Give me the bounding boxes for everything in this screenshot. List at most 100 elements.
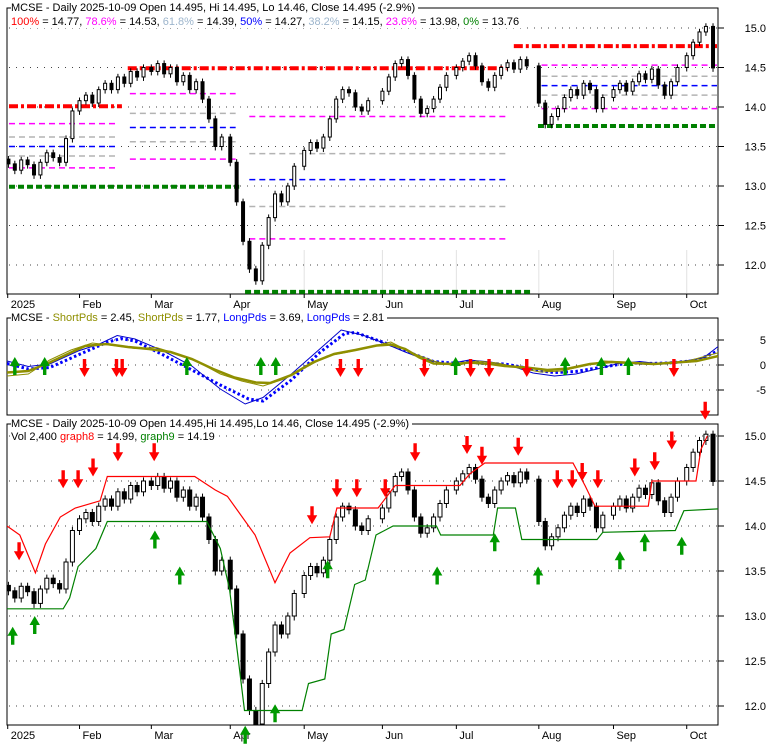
buy-arrow-icon [239,725,251,744]
buy-arrow-icon [29,616,40,634]
buy-arrow-icon [450,357,461,375]
buy-arrow-icon [322,560,333,579]
legend-segment: ShortPds [137,312,184,324]
legend-segment: 61.8% [162,16,194,28]
legend-segment: 23.6% [385,16,417,28]
panel1-fib-legend: 100% = 14.77, 78.6% = 14.53, 61.8% = 14.… [11,16,523,28]
legend-segment: ShortPds [52,312,98,324]
x-axis-label: May [307,299,328,311]
buy-arrow-icon [149,530,161,549]
panel3-x-axis: 2025 Feb Mar Apr May Jun Jul Aug Sep Oct [7,725,707,742]
sell-arrow-icon [335,359,346,377]
panel1-frame-and-axes: 15.0 14.5 14.0 13.5 13.0 12.5 12.0 [6,7,766,295]
sell-arrow-icon [331,479,343,498]
x-axis-label: Aug [542,730,562,742]
y-axis-label: 13.0 [745,611,766,623]
sell-arrow-icon [380,479,391,498]
y-axis-label: 14.5 [745,63,766,75]
x-axis-label: Jul [459,730,473,742]
sell-arrow-icon [476,446,488,465]
legend-segment: graph8 [59,431,95,443]
panel1-candlesticks [7,23,716,285]
legend-segment: = 13.98, [416,16,464,28]
buy-arrow-icon [255,357,267,375]
buy-arrow-icon [181,357,193,375]
legend-segment: = 14.19 [174,431,215,443]
legend-segment: = 2.81 [350,312,385,324]
x-axis-label: Oct [690,299,707,311]
sell-arrow-icon [57,470,69,489]
x-axis-label: Aug [542,299,562,311]
legend-segment: = 14.53, [116,16,163,28]
y-axis-label: 15.0 [745,431,766,443]
buy-arrow-icon [623,357,634,375]
legend-segment: = 13.76 [479,16,520,28]
buy-arrow-icon [596,357,607,375]
panel1-title: MCSE - Daily 2025-10-09 Open 14.495, Hi … [11,2,419,14]
panel3-title: MCSE - Daily 2025-10-09 Open 14.495,Hi 1… [11,418,413,430]
sell-arrow-icon [87,458,99,477]
sell-arrow-icon [521,359,532,377]
x-axis-label: Jul [459,299,473,311]
panel3-stop-lines [7,435,718,712]
x-axis-label: Feb [83,730,102,742]
sell-arrow-icon [116,359,128,377]
y-axis-label: 14.5 [745,476,766,488]
x-axis-label: Mar [154,730,173,742]
buy-arrow-icon [559,357,571,375]
y-axis-label: 5 [760,335,766,347]
LongPds-thick-blue-dotted [7,330,718,403]
panel2-title: MCSE - ShortPds = 2.45, ShortPds = 1.77,… [11,312,388,324]
legend-segment: MCSE - [11,312,53,324]
panel3-signal-arrows [7,401,711,744]
y-axis-label: 13.0 [745,181,766,193]
x-axis-label: Jun [385,299,403,311]
legend-segment: 78.6% [85,16,117,28]
sell-arrow-icon [629,458,641,477]
panel2-signal-arrows [9,357,680,377]
legend-segment: LongPds [223,312,267,324]
sell-arrow-icon [409,443,421,462]
sell-arrow-icon [567,470,578,489]
y-axis-label: 13.5 [745,142,766,154]
sell-arrow-icon [649,452,660,471]
x-axis-label: 2025 [11,299,35,311]
legend-segment: = 14.27, [262,16,309,28]
legend-segment: = 3.69, [266,312,307,324]
y-axis-label: 12.0 [745,701,766,713]
legend-segment: 38.2% [308,16,340,28]
ShortPds-thin-olive [7,341,718,387]
buy-arrow-icon [270,357,281,375]
y-axis-label: 14.0 [745,102,766,114]
sell-arrow-icon [306,506,318,525]
y-axis-label: 13.5 [745,566,766,578]
x-axis-label: Jun [385,730,403,742]
x-axis-label: May [307,730,328,742]
x-axis-label: 2025 [11,730,35,742]
graph8-red-line [7,435,708,585]
y-axis-label: -5 [756,385,766,397]
LongPds-thin-blue [7,329,718,405]
sell-arrow-icon [461,436,473,454]
sell-arrow-icon [666,431,677,450]
sell-arrow-icon [351,479,363,498]
sell-arrow-icon [13,542,25,561]
sell-arrow-icon [353,359,364,377]
ShortPds-thick-olive [7,342,718,385]
panel1-fib-level-lines [9,44,717,294]
panel3-vol-legend: Vol 2,400 graph8 = 14.99, graph9 = 14.19 [11,431,218,443]
graph9-green-line [7,507,718,712]
sell-arrow-icon [419,359,430,377]
x-axis-label: Apr [233,299,250,311]
panel1-x-axis: 2025 Feb Mar Apr May Jun Jul Aug Sep Oct [7,294,707,311]
legend-segment: Vol 2,400 [11,431,60,443]
sell-arrow-icon [79,359,90,377]
x-axis-label: Sep [616,730,636,742]
buy-arrow-icon [489,533,500,552]
buy-arrow-icon [676,536,687,555]
buy-arrow-icon [639,533,650,552]
legend-segment: graph9 [140,431,175,443]
panel3-frame-and-axes: 15.0 14.5 14.0 13.5 13.0 12.5 12.0 [6,423,766,726]
legend-segment: = 14.77, [39,16,86,28]
